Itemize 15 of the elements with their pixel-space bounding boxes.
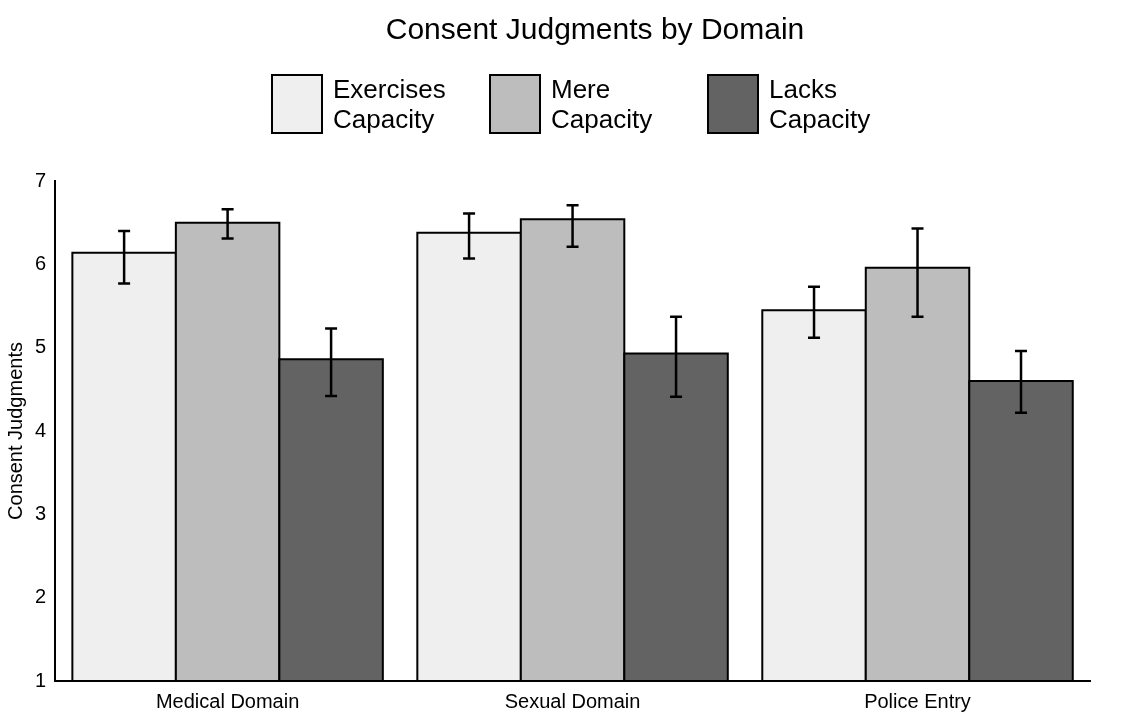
legend-label: Exercises Capacity bbox=[333, 74, 447, 134]
y-tick-label: 5 bbox=[35, 335, 47, 358]
y-tick-label: 6 bbox=[35, 251, 47, 274]
y-tick-label: 7 bbox=[35, 168, 47, 191]
chart-title: Consent Judgments by Domain bbox=[384, 12, 806, 46]
legend-label: Mere Capacity bbox=[551, 74, 654, 134]
y-axis-title: Consent Judgments bbox=[3, 342, 26, 520]
x-tick-label: Police Entry bbox=[864, 689, 971, 712]
x-tick-label: Medical Domain bbox=[155, 689, 300, 712]
x-tick-label: Sexual Domain bbox=[504, 689, 641, 712]
y-tick-label: 4 bbox=[35, 418, 47, 441]
legend-label: Lacks Capacity bbox=[769, 74, 872, 134]
y-tick-label: 3 bbox=[35, 501, 47, 524]
y-tick-label: 2 bbox=[35, 585, 47, 608]
y-tick-label: 1 bbox=[35, 668, 47, 691]
